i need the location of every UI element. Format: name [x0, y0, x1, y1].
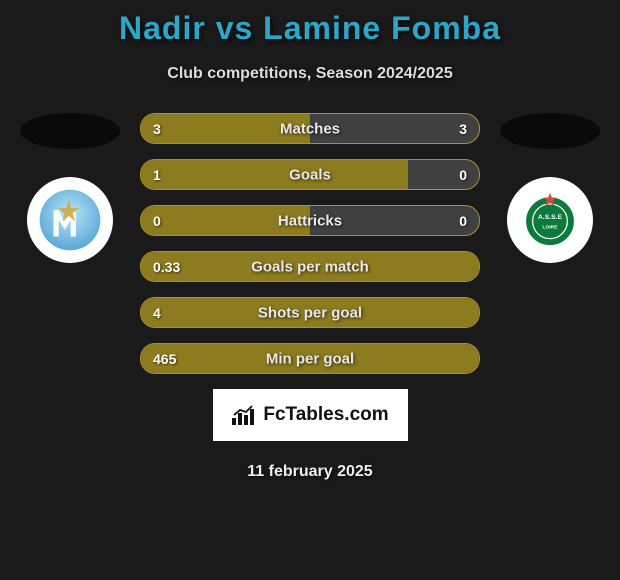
branding-box: FcTables.com: [213, 389, 408, 441]
stat-label: Goals: [289, 166, 331, 183]
stat-value-left: 1: [153, 167, 161, 183]
stat-bar: 0 Hattricks 0: [140, 205, 480, 236]
stat-bar: 3 Matches 3: [140, 113, 480, 144]
player2-name: Lamine Fomba: [263, 10, 501, 46]
vs-text: vs: [216, 10, 254, 46]
svg-text:LOIRE: LOIRE: [542, 225, 558, 231]
saint-etienne-logo-icon: A.S.S.E LOIRE: [517, 187, 583, 253]
stat-label: Min per goal: [266, 350, 354, 367]
page-title: Nadir vs Lamine Fomba: [0, 10, 620, 47]
club-logo-right: A.S.S.E LOIRE: [507, 177, 593, 263]
right-column: A.S.S.E LOIRE: [500, 113, 600, 263]
club-logo-left: [27, 177, 113, 263]
stat-label: Matches: [280, 120, 340, 137]
subtitle: Club competitions, Season 2024/2025: [0, 65, 620, 83]
left-column: [20, 113, 120, 263]
stat-value-right: 0: [459, 213, 467, 229]
stat-bar: 0.33 Goals per match: [140, 251, 480, 282]
stat-label: Hattricks: [278, 212, 342, 229]
chart-icon: [231, 404, 257, 426]
shadow-ellipse-left: [20, 113, 120, 149]
stat-value-left: 465: [153, 351, 176, 367]
stat-value-left: 0.33: [153, 259, 180, 275]
stat-label: Shots per goal: [258, 304, 362, 321]
stat-bar: 465 Min per goal: [140, 343, 480, 374]
stat-bar: 1 Goals 0: [140, 159, 480, 190]
svg-text:A.S.S.E: A.S.S.E: [538, 214, 563, 221]
stat-value-right: 0: [459, 167, 467, 183]
stat-label: Goals per match: [251, 258, 369, 275]
stat-value-right: 3: [459, 121, 467, 137]
stat-bar: 4 Shots per goal: [140, 297, 480, 328]
stats-container: 3 Matches 3 1 Goals 0 0 Hattricks 0 0.33 Goals per…: [140, 113, 480, 374]
stat-fill: [141, 160, 408, 189]
shadow-ellipse-right: [500, 113, 600, 149]
date-label: 11 february 2025: [0, 463, 620, 481]
branding-text: FcTables.com: [263, 404, 388, 426]
stat-value-left: 4: [153, 305, 161, 321]
player1-name: Nadir: [119, 10, 206, 46]
stat-value-left: 3: [153, 121, 161, 137]
stat-value-left: 0: [153, 213, 161, 229]
marseille-logo-icon: [35, 185, 105, 255]
